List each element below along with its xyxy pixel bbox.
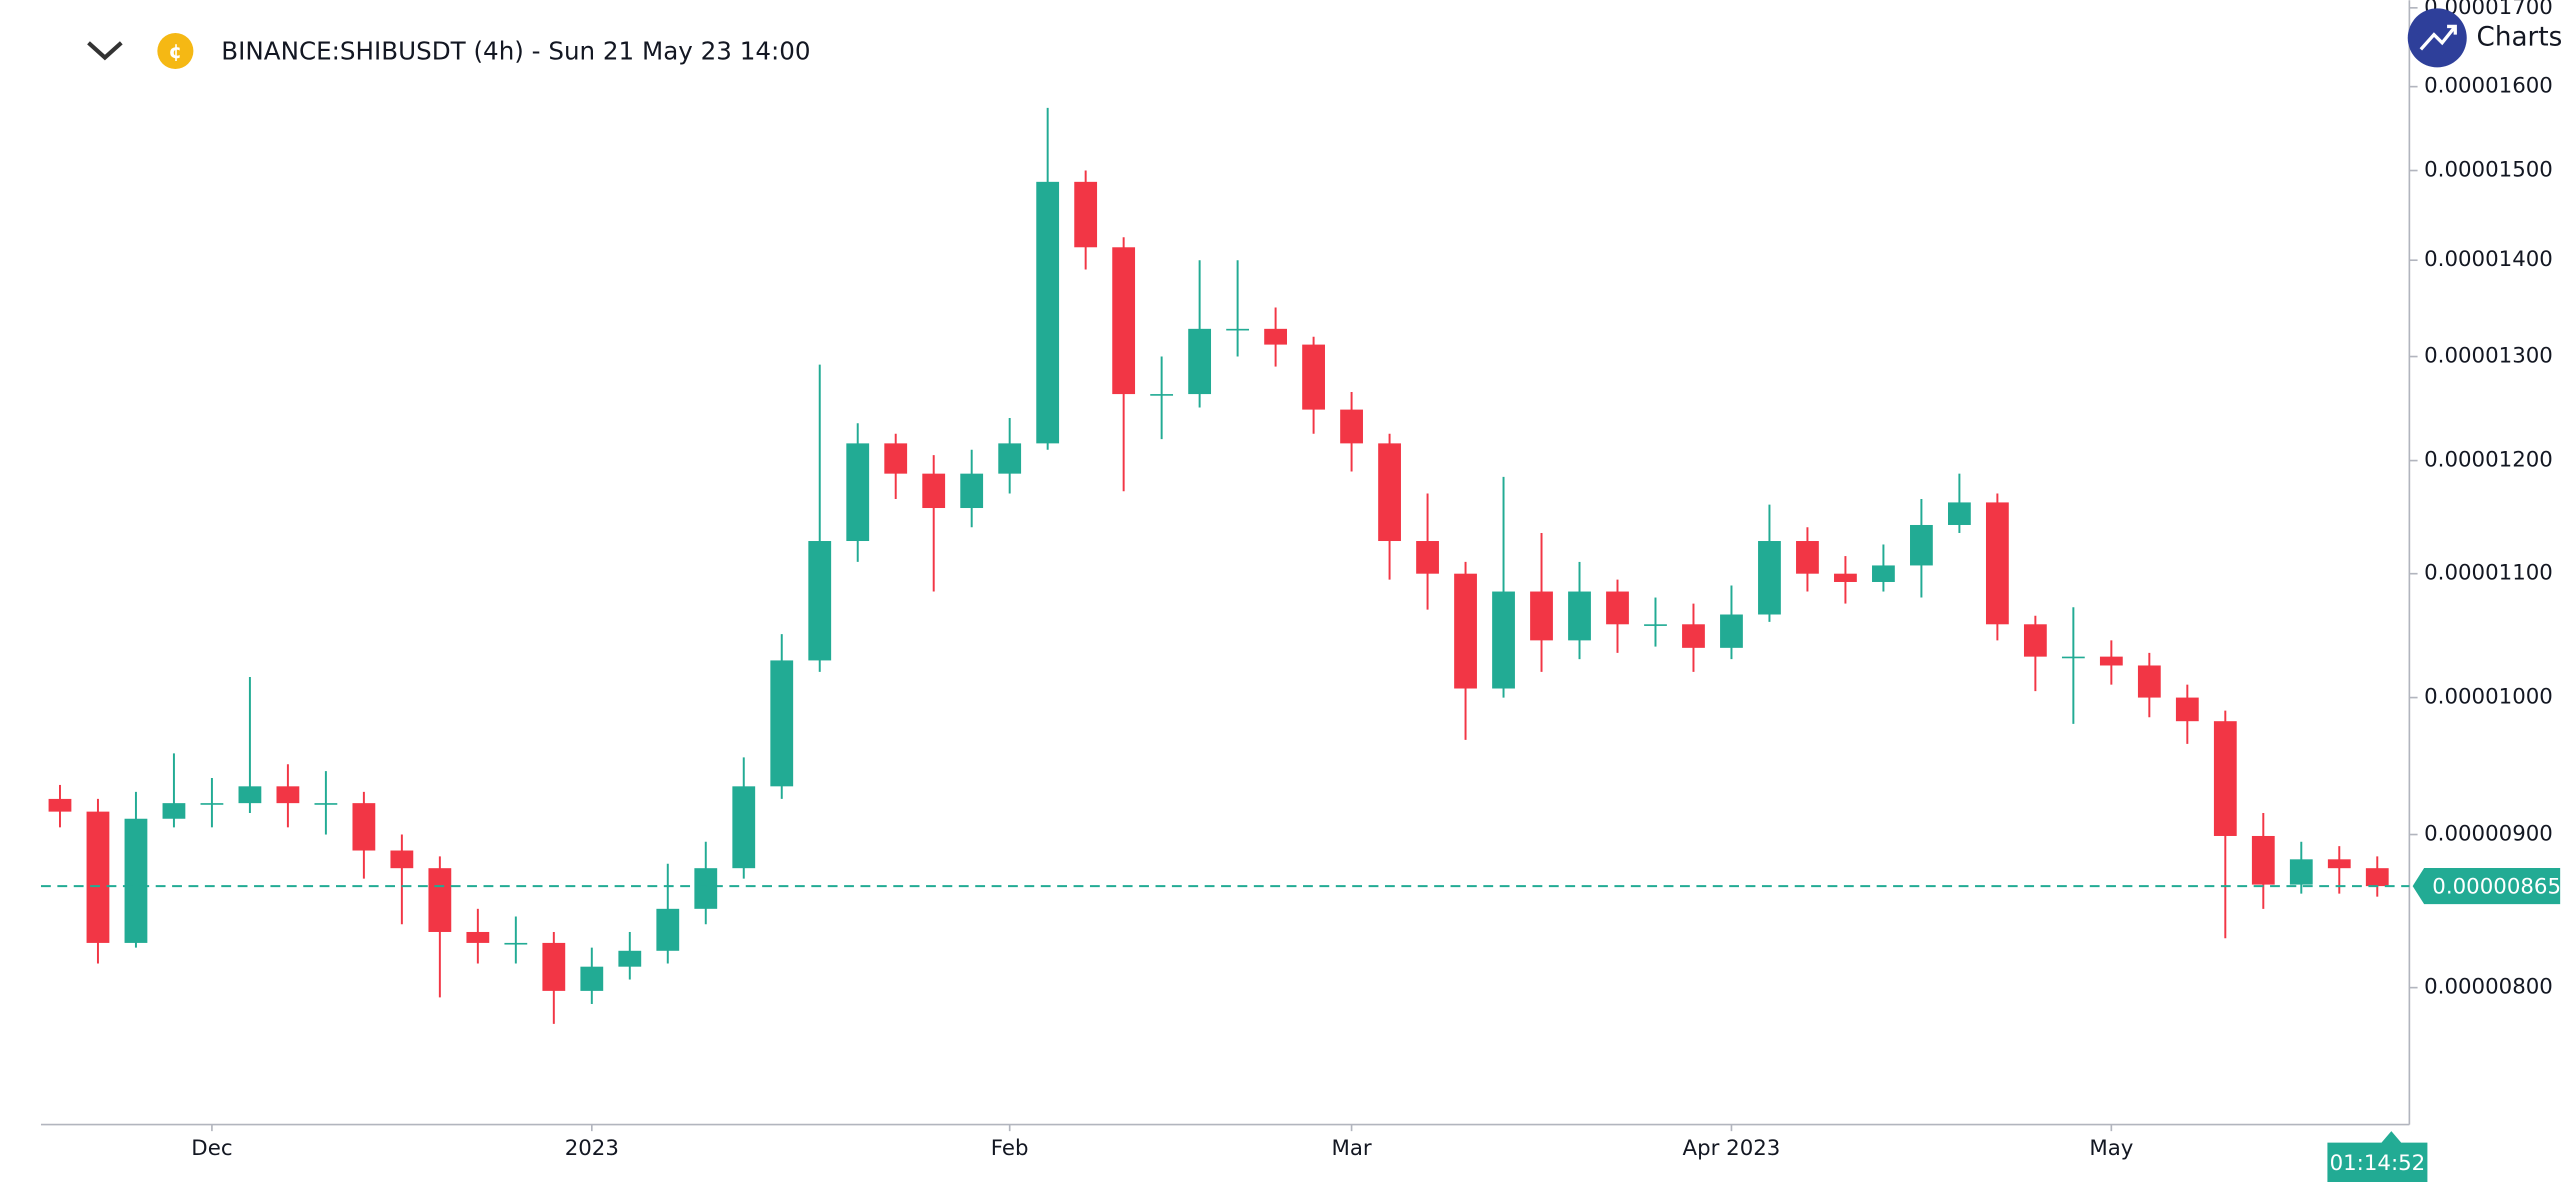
candle-body (124, 818, 148, 943)
candle-body (314, 803, 338, 805)
candle-body (542, 942, 566, 991)
candle-body (1720, 614, 1743, 648)
candle-body (276, 786, 300, 804)
y-tick-label: 0.00001200 (2424, 448, 2553, 473)
candle-body (732, 786, 756, 869)
candle-body (960, 473, 984, 509)
coin-glyph: ¢ (169, 40, 183, 63)
x-tick-label: Mar (1331, 1136, 1371, 1161)
y-tick-label: 0.00000900 (2424, 822, 2553, 847)
y-tick-label: 0.00001600 (2424, 74, 2553, 99)
candle-body (2023, 624, 2047, 657)
candle-body (2251, 835, 2275, 885)
candle-body (2175, 697, 2199, 722)
candle-body (200, 803, 224, 805)
candle-body (1150, 394, 1174, 396)
candle-body (1985, 502, 2009, 625)
candle-body (390, 850, 414, 869)
brand-glyph (2419, 24, 2457, 51)
last-price-label: 0.00000865 (2432, 875, 2561, 900)
candle-body (922, 473, 946, 509)
candle-body (1530, 591, 1553, 641)
candle-body (86, 811, 110, 943)
candle-body (1378, 443, 1401, 542)
y-tick-label: 0.00001700 (2424, 0, 2553, 20)
chart-title: BINANCE:SHIBUSDT (4h) - Sun 21 May 23 14… (221, 37, 810, 66)
x-tick-label: 2023 (565, 1136, 619, 1161)
candle-body (1606, 591, 1629, 625)
candle-body (618, 950, 642, 967)
candle-body (884, 443, 908, 474)
candle-body (48, 798, 72, 812)
y-tick-label: 0.00000800 (2424, 975, 2553, 1000)
candle-body (428, 868, 452, 932)
candle-body (1074, 181, 1098, 248)
x-tick-label: Feb (991, 1136, 1029, 1161)
candle-body (2137, 665, 2161, 698)
y-tick-label: 0.00001100 (2424, 561, 2553, 586)
candle-body (162, 803, 186, 819)
candle-body (2213, 721, 2237, 836)
candle-body (1644, 624, 1667, 626)
candle-body (1492, 591, 1515, 689)
candle-body (2327, 859, 2351, 869)
candle-body (2289, 859, 2313, 885)
y-tick-label: 0.00001500 (2424, 158, 2553, 183)
candle-body (1682, 624, 1705, 648)
candle-body (998, 443, 1022, 474)
candle-body (1758, 541, 1781, 615)
candle-body (238, 786, 262, 804)
y-tick-label: 0.00001300 (2424, 344, 2553, 369)
candle-body (1872, 565, 1895, 582)
candle-body (352, 803, 376, 851)
candle-body (808, 541, 832, 661)
candle-body (1340, 409, 1363, 444)
candle-body (1226, 328, 1250, 331)
candle-body (1112, 247, 1136, 395)
candle-body (2365, 868, 2389, 887)
x-tick-label: Dec (191, 1136, 232, 1161)
candle-body (580, 966, 604, 991)
last-price-tag-bg (2412, 868, 2561, 905)
candle-body (1454, 573, 1477, 689)
candle-body (1416, 541, 1439, 574)
collapse-chevron[interactable] (87, 41, 123, 61)
candle-body (2099, 656, 2123, 666)
candle-body (1188, 328, 1212, 395)
y-tick-label: 0.00001000 (2424, 685, 2553, 710)
candle-body (846, 443, 870, 542)
candle-body (770, 660, 794, 787)
y-tick-label: 0.00001400 (2424, 247, 2553, 272)
candle-body (656, 908, 680, 951)
candle-body (504, 942, 528, 945)
candle-body (1796, 541, 1819, 574)
candle-body (466, 931, 490, 943)
candle-body (1264, 328, 1287, 345)
candle-body (1036, 181, 1060, 444)
coin-icon (157, 32, 194, 70)
brand-text[interactable]: Charts (2477, 22, 2563, 52)
candle-body (694, 868, 718, 909)
countdown-label: 01:14:52 (2330, 1151, 2426, 1176)
plot: 0.00000800 0.00000900 0.00001000 0.00001100… (40, 0, 2561, 1182)
candle-body (1947, 502, 1971, 525)
x-tick-label: Apr 2023 (1683, 1136, 1781, 1161)
countdown-bg (2327, 1131, 2428, 1182)
candle-body (1302, 344, 1325, 410)
x-tick-label: May (2089, 1136, 2133, 1161)
candle-body (2061, 656, 2085, 659)
candle-body (1910, 524, 1933, 566)
candle-body (1568, 591, 1591, 641)
candle-body (1834, 573, 1857, 582)
